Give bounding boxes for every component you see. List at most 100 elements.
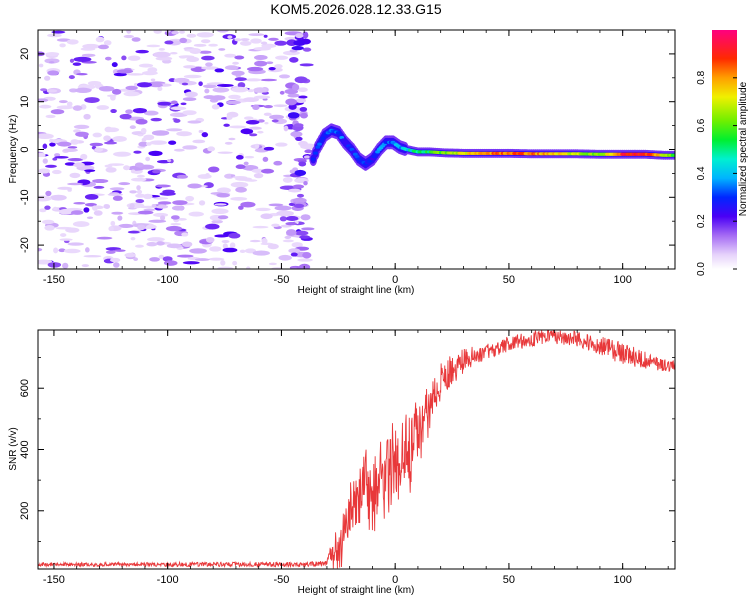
spectrogram-noise-cell <box>249 133 258 137</box>
spectrogram-noise-cell <box>221 239 230 244</box>
spectrogram-noise-cell <box>237 82 246 89</box>
spectrogram-noise-cell <box>130 169 136 174</box>
spectrogram-noise-cell <box>217 215 229 220</box>
spectrogram-noise-cell <box>104 164 113 168</box>
spectrogram-noise-cell <box>159 191 176 196</box>
spectrogram-noise-cell <box>165 225 183 232</box>
spectrogram-noise-cell <box>208 257 225 261</box>
spectrogram-noise-cell <box>136 174 145 178</box>
spectrogram-noise-cell <box>290 252 298 257</box>
spectrogram-noise-cell <box>107 193 124 197</box>
spectrogram-noise-cell <box>156 241 165 246</box>
spectrogram-noise-cell <box>70 139 79 145</box>
spectrogram-noise-cell <box>155 204 169 209</box>
spectrogram-noise-cell <box>245 78 262 82</box>
spectrogram-noise-cell <box>109 187 125 191</box>
spectrogram-noise-cell <box>147 237 165 242</box>
spectrogram-noise-cell <box>42 143 48 149</box>
spectrogram-noise-cell <box>45 190 52 197</box>
spectrogram-noise-cell <box>198 129 204 134</box>
spectrogram-noise-cell <box>73 162 85 168</box>
spectrogram-noise-cell <box>253 55 268 61</box>
spectrogram-noise-cell <box>248 33 265 36</box>
spectrogram-noise-cell <box>183 74 202 79</box>
snr-xtick-label: -100 <box>157 574 179 586</box>
spectrogram-noise-cell <box>250 38 262 44</box>
spectrogram-noise-cell <box>289 57 299 63</box>
spectrogram-noise-cell <box>298 95 308 99</box>
spectrogram-noise-cell <box>234 38 242 42</box>
spectrogram-noise-cell <box>58 100 68 104</box>
spectrogram-ytick-label: 10 <box>19 96 31 108</box>
spectrogram-noise-cell <box>170 215 180 220</box>
spectrogram-noise-cell <box>39 104 52 109</box>
spectrogram-ridge-core <box>370 157 375 161</box>
spectrogram-noise-cell <box>65 227 80 233</box>
spectrogram-noise-cell <box>163 260 178 266</box>
spectrogram-noise-cell <box>157 201 172 205</box>
spectrogram-noise-cell <box>176 174 189 179</box>
spectrogram-noise-cell <box>91 205 98 211</box>
spectrogram-noise-cell <box>51 169 62 175</box>
spectrogram-noise-cell <box>146 44 161 48</box>
spectrogram-noise-cell <box>205 173 210 177</box>
spectrogram-noise-cell <box>129 203 135 209</box>
spectrogram-noise-cell <box>158 254 165 259</box>
spectrogram-noise-cell <box>83 113 91 120</box>
spectrogram-noise-cell <box>74 87 92 93</box>
spectrogram-noise-cell <box>271 119 279 123</box>
spectrogram-noise-cell <box>287 112 300 119</box>
spectrogram-noise-cell <box>208 43 218 47</box>
spectrogram-noise-cell <box>44 75 51 81</box>
snr-series-line <box>38 330 675 569</box>
colorbar-gradient <box>712 30 737 269</box>
spectrogram-noise-cell <box>228 137 236 141</box>
spectrogram-noise-cell <box>284 235 292 239</box>
spectrogram-noise-cell <box>170 106 187 111</box>
spectrogram-noise-cell <box>205 236 215 243</box>
spectrogram-noise-cell <box>288 188 302 193</box>
spectrogram-noise-cell <box>243 116 254 120</box>
spectrogram-noise-cell <box>72 221 90 228</box>
spectrogram-noise-cell <box>158 48 166 51</box>
spectrogram-noise-cell <box>93 185 105 189</box>
spectrogram-noise-cell <box>62 262 69 269</box>
spectrogram-noise-cell <box>182 97 197 102</box>
spectrogram-noise-cell <box>142 193 153 200</box>
spectrogram-noise-cell <box>53 206 58 211</box>
spectrogram-ridge-core <box>349 147 355 152</box>
spectrogram-noise-cell <box>129 125 136 130</box>
spectrogram-noise-cell <box>123 91 140 97</box>
figure-title: KOM5.2026.028.12.33.G15 <box>270 1 441 17</box>
spectrogram-noise-cell <box>105 167 117 173</box>
spectrogram-noise-cell <box>293 123 304 128</box>
spectrogram-noise-cell <box>206 82 225 85</box>
spectrogram-noise-cell <box>62 148 78 153</box>
spectrogram-noise-cell <box>196 32 214 38</box>
spectrogram-noise-cell <box>183 65 196 69</box>
spectrogram-noise-cell <box>93 210 103 216</box>
spectrogram-noise-cell <box>135 193 146 198</box>
spectrogram-noise-cell <box>67 158 84 162</box>
spectrogram-noise-cell <box>232 61 239 65</box>
spectrogram-noise-cell <box>148 150 163 156</box>
spectrogram-noise-cell <box>38 195 52 202</box>
spectrogram-noise-cell <box>296 193 305 198</box>
spectrogram-noise-cell <box>57 186 73 190</box>
spectrogram-noise-cell <box>182 145 198 150</box>
spectrogram-noise-cell <box>234 55 245 60</box>
spectrogram-noise-cell <box>58 208 73 215</box>
spectrogram-noise-cell <box>204 88 210 94</box>
spectrogram-noise-cell <box>111 62 118 68</box>
spectrogram-noise-cell <box>84 169 96 172</box>
spectrogram-noise-cell <box>129 190 137 194</box>
colorbar-axes: 0.0 0.2 0.4 0.6 0.8 <box>696 70 737 276</box>
snr-xtick-label: 50 <box>503 574 515 586</box>
spectrogram-noise-cell <box>275 55 289 60</box>
spectrogram-noise-cell <box>126 30 132 34</box>
spectrogram-noise-cell <box>182 261 200 265</box>
spectrogram-noise-cell <box>303 155 311 159</box>
spectrogram-ridge-core <box>310 157 316 161</box>
spectrogram-noise-cell <box>179 55 187 59</box>
spectrogram-noise-cell <box>68 75 75 80</box>
